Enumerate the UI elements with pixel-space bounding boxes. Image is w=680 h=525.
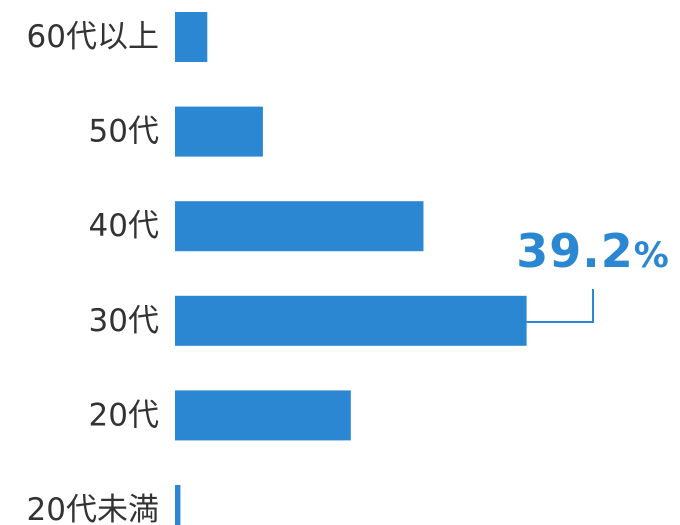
callout-leader-line [526, 289, 594, 323]
callout-number: 39.2 [516, 224, 634, 278]
category-label-4: 20代 [89, 397, 159, 433]
category-label-0: 60代以上 [27, 19, 159, 55]
bar-3 [175, 295, 527, 346]
callout-value-label: 39.2% [516, 224, 670, 278]
callout-unit: % [634, 236, 670, 276]
bar-5 [175, 485, 181, 525]
bar-0 [175, 12, 208, 62]
bars-layer [175, 12, 527, 525]
bar-1 [175, 106, 263, 157]
callout-layer: 39.2% [516, 224, 670, 323]
bar-2 [175, 201, 424, 252]
category-labels-layer: 60代以上 50代 40代 30代 20代 20代未満 [27, 19, 159, 525]
category-label-3: 30代 [89, 303, 159, 339]
category-label-5: 20代未満 [27, 492, 159, 525]
bar-4 [175, 390, 351, 441]
category-label-1: 50代 [89, 114, 159, 150]
category-label-2: 40代 [89, 208, 159, 244]
